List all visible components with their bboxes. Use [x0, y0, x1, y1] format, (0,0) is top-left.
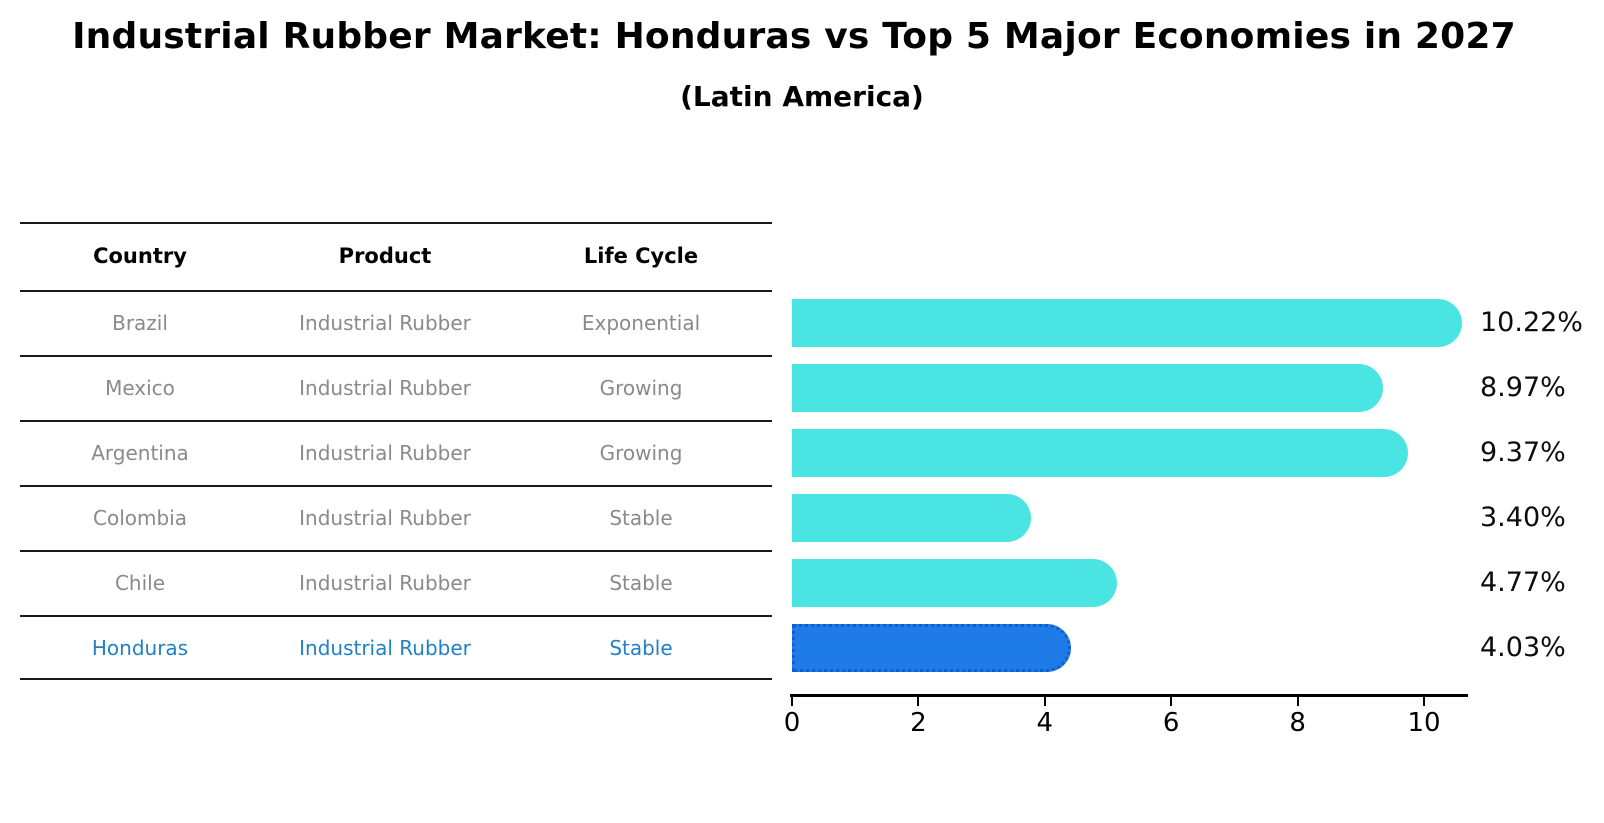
column-header-country: Country [93, 244, 187, 268]
country-info-table: Country Product Life Cycle Brazil Industr… [20, 222, 772, 680]
value-label-colombia: 3.40% [1480, 501, 1566, 533]
table-row-mexico: Mexico Industrial Rubber Growing [20, 355, 772, 420]
table-row-chile: Chile Industrial Rubber Stable [20, 550, 772, 615]
value-label-honduras: 4.03% [1480, 631, 1566, 663]
product-cell: Industrial Rubber [299, 505, 471, 530]
x-axis-tick [917, 697, 920, 706]
value-label-argentina: 9.37% [1480, 436, 1566, 468]
bar-argentina [792, 428, 1408, 477]
country-cell: Mexico [105, 375, 175, 400]
column-header-life-cycle: Life Cycle [583, 244, 699, 268]
country-cell: Argentina [91, 440, 189, 465]
value-label-chile: 4.77% [1480, 566, 1566, 598]
x-axis-line [790, 694, 1468, 697]
bar-colombia [792, 493, 1031, 542]
chart-title: Industrial Rubber Market: Honduras vs To… [72, 16, 1516, 57]
table-separator-line [20, 290, 772, 292]
table-row-colombia: Colombia Industrial Rubber Stable [20, 485, 772, 550]
table-row-honduras: Honduras Industrial Rubber Stable [20, 615, 772, 680]
life-cycle-cell: Growing [599, 440, 683, 465]
x-axis-tick [1423, 697, 1425, 706]
table-separator-line [20, 420, 772, 422]
x-axis-tick-label: 10 [1407, 708, 1441, 738]
x-axis-tick-label: 6 [1162, 708, 1180, 738]
bar-mexico [792, 363, 1383, 412]
x-axis-tick-label: 4 [1036, 708, 1054, 738]
country-cell: Colombia [93, 505, 187, 530]
chart-subtitle: (Latin America) [680, 80, 924, 113]
table-separator-line [20, 222, 772, 224]
table-separator-line [20, 355, 772, 357]
x-axis-tick-label: 2 [910, 708, 927, 738]
life-cycle-cell: Stable [609, 570, 673, 595]
x-axis-tick [1043, 697, 1046, 706]
life-cycle-cell: Stable [609, 635, 673, 660]
bar-chile [792, 558, 1117, 607]
table-header-row: Country Product Life Cycle [20, 222, 772, 290]
product-cell: Industrial Rubber [299, 375, 471, 400]
x-axis-tick [1296, 697, 1299, 706]
product-cell: Industrial Rubber [299, 635, 471, 660]
table-separator-line [20, 678, 772, 680]
x-axis-tick [791, 697, 793, 706]
x-axis-tick-label: 0 [783, 708, 801, 738]
table-separator-line [20, 485, 772, 487]
x-axis-tick-label: 8 [1289, 708, 1306, 738]
table-row-brazil: Brazil Industrial Rubber Exponential [20, 290, 772, 355]
life-cycle-cell: Exponential [581, 310, 701, 335]
country-cell: Chile [114, 570, 166, 595]
column-header-product: Product [338, 244, 432, 268]
bar-honduras [792, 623, 1071, 672]
table-separator-line [20, 615, 772, 617]
life-cycle-cell: Growing [599, 375, 683, 400]
table-row-argentina: Argentina Industrial Rubber Growing [20, 420, 772, 485]
table-separator-line [20, 550, 772, 552]
life-cycle-cell: Stable [609, 505, 673, 530]
product-cell: Industrial Rubber [299, 310, 471, 335]
value-label-brazil: 10.22% [1480, 306, 1583, 338]
bar-brazil [792, 298, 1462, 347]
value-label-mexico: 8.97% [1480, 371, 1566, 403]
product-cell: Industrial Rubber [299, 440, 471, 465]
country-cell: Honduras [91, 635, 189, 660]
country-cell: Brazil [112, 310, 168, 335]
bar-plot-area: 10.22% 8.97% 9.37% 3.40% 4.77% 4.03% 0 2 4 6 8 10 [784, 0, 1604, 823]
product-cell: Industrial Rubber [299, 570, 471, 595]
x-axis-tick [1170, 697, 1173, 706]
